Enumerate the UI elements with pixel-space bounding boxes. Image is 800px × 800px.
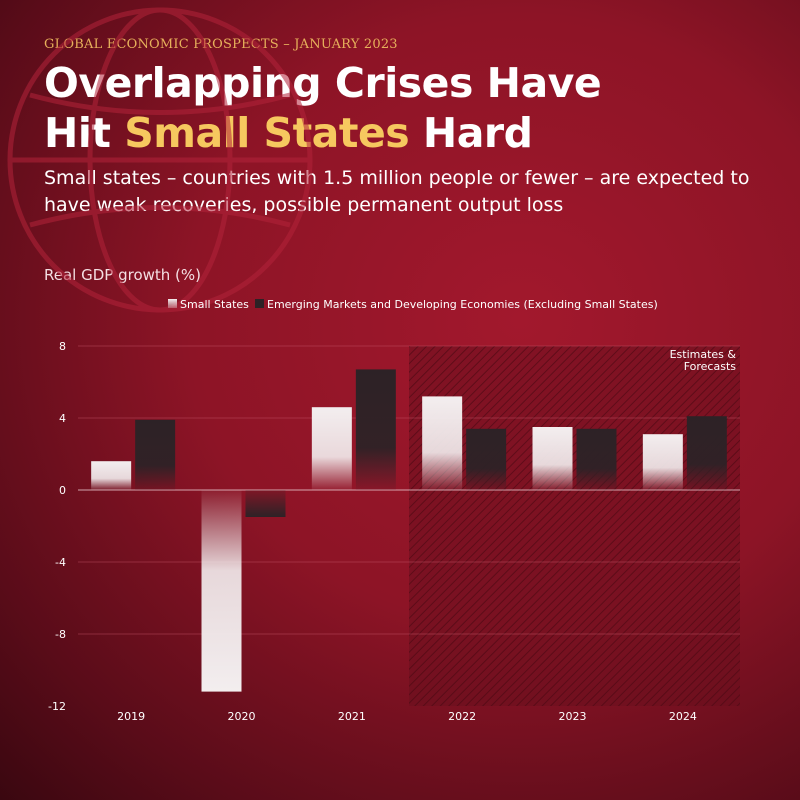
title-suffix: Hard (409, 109, 533, 157)
chart-grid: 8 4 0 -4 -8 -12 (48, 340, 740, 713)
title-line-1: Overlapping Crises Have (44, 59, 602, 107)
x-tick-label: 2020 (228, 710, 256, 723)
legend-swatch-emde (255, 299, 264, 308)
y-tick-label: -8 (55, 628, 66, 641)
chart-y-label: Real GDP growth (%) (44, 266, 202, 284)
globe-icon (7, 7, 313, 313)
bar-small-states-2019 (91, 461, 132, 490)
title-prefix: Hit (44, 109, 125, 157)
x-tick-label: 2023 (559, 710, 587, 723)
legend-swatch-small-states (168, 299, 177, 308)
x-tick-label: 2019 (117, 710, 145, 723)
chart-bars (91, 369, 727, 692)
bar-small-states-2024 (642, 434, 683, 490)
title-highlight: Small States (124, 109, 410, 157)
bar-emde-2023 (576, 428, 617, 490)
bar-small-states-2020 (201, 490, 242, 692)
bar-emde-2020 (245, 490, 286, 517)
bar-small-states-2022 (422, 396, 463, 490)
bar-small-states-2021 (311, 407, 352, 490)
y-tick-label: -4 (55, 556, 66, 569)
y-tick-label: 4 (59, 412, 66, 425)
bar-emde-2024 (686, 416, 727, 490)
bar-emde-2021 (355, 369, 396, 490)
page-title: Overlapping Crises Have Hit Small States… (44, 58, 764, 158)
y-tick-label: -12 (48, 700, 66, 713)
y-tick-label: 0 (59, 484, 66, 497)
x-axis-labels: 2019 2020 2021 2022 2023 2024 (117, 710, 697, 723)
legend-label-emde: Emerging Markets and Developing Economie… (267, 298, 658, 311)
forecast-label-line2: Forecasts (684, 360, 737, 373)
x-tick-label: 2022 (448, 710, 476, 723)
x-tick-label: 2024 (669, 710, 697, 723)
forecast-label-line1: Estimates & (670, 348, 737, 361)
title-line-2: Hit Small States Hard (44, 108, 764, 158)
forecast-shaded-region (409, 346, 740, 706)
legend-label-small-states: Small States (180, 298, 249, 311)
x-tick-label: 2021 (338, 710, 366, 723)
bar-small-states-2023 (532, 427, 573, 490)
chart-legend: Small States Emerging Markets and Develo… (168, 298, 658, 311)
bar-emde-2019 (135, 419, 176, 490)
kicker-text: GLOBAL ECONOMIC PROSPECTS – JANUARY 2023 (44, 37, 398, 52)
y-tick-label: 8 (59, 340, 66, 353)
bar-emde-2022 (466, 428, 507, 490)
